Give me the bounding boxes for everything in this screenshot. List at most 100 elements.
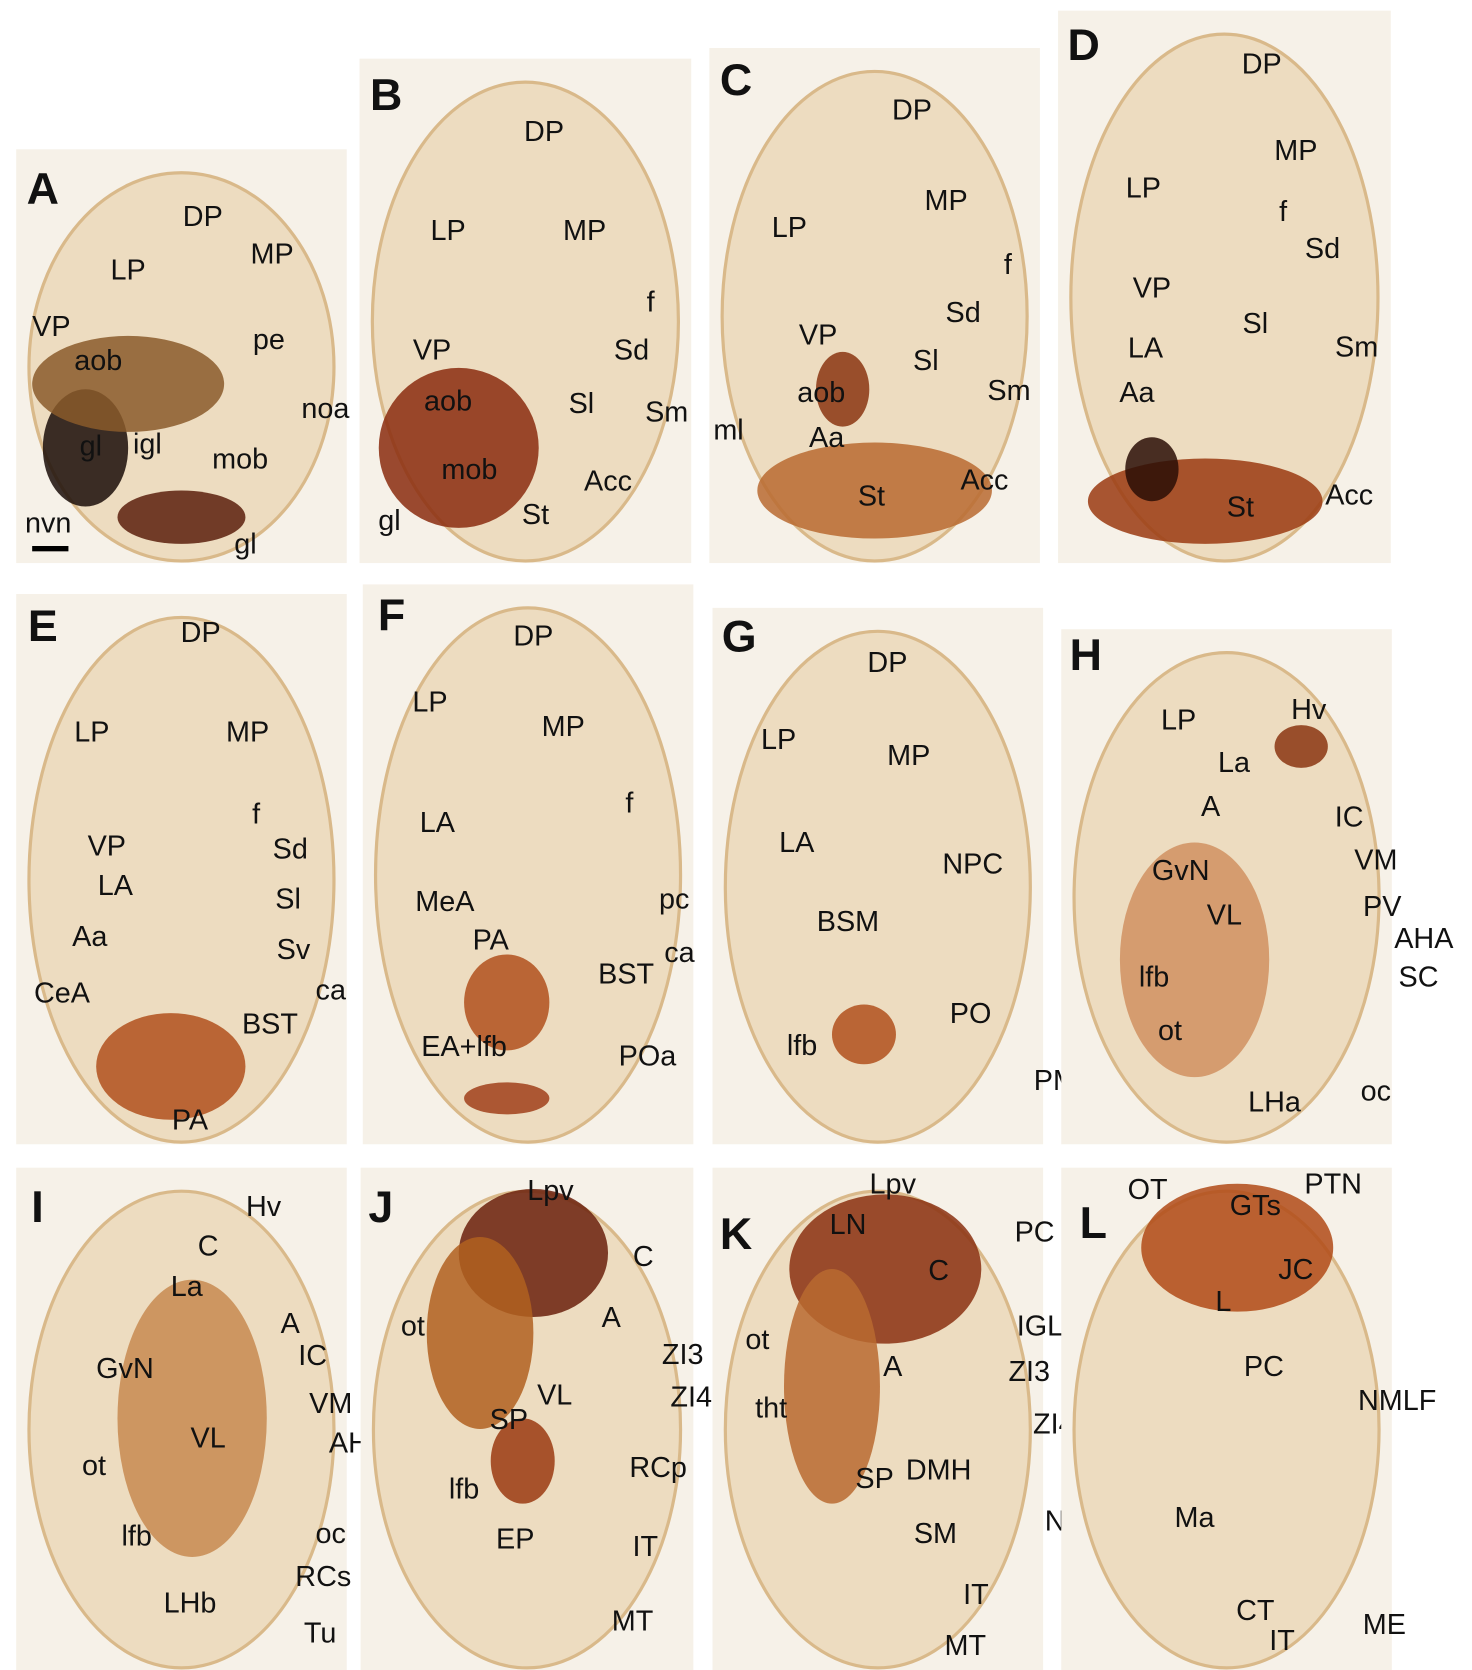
region-label: GvN [1152, 855, 1210, 887]
stain [1087, 458, 1323, 544]
region-label: oc [316, 1518, 346, 1550]
region-label: Lpv [527, 1175, 574, 1207]
stain [426, 1237, 534, 1429]
region-label: LP [1161, 705, 1196, 737]
region-label: VP [799, 320, 837, 352]
region-label: noa [301, 393, 349, 425]
region-label: Aa [1119, 377, 1154, 409]
region-label: LP [430, 215, 465, 247]
region-label: EP [496, 1524, 534, 1556]
region-label: mob [212, 443, 268, 475]
region-label: VL [537, 1380, 572, 1412]
region-label: Lpv [870, 1168, 917, 1200]
region-label: Sd [1305, 233, 1340, 265]
region-label: SP [490, 1404, 528, 1436]
stain [96, 1013, 246, 1120]
region-label: St [858, 481, 885, 513]
region-label: CT [1236, 1595, 1274, 1627]
region-label: MP [563, 215, 606, 247]
panel-letter: D [1067, 20, 1099, 70]
region-label: AHA [1394, 923, 1454, 955]
region-label: PC [1244, 1351, 1284, 1383]
region-label: DP [513, 620, 553, 652]
region-label: C [198, 1230, 219, 1262]
region-label: BST [598, 958, 654, 990]
region-label: La [171, 1271, 203, 1303]
region-label: LA [1128, 332, 1164, 364]
tissue-section [723, 629, 1032, 1144]
stain [815, 351, 870, 427]
region-label: DP [183, 201, 223, 233]
region-label: ca [664, 937, 694, 969]
region-label: f [625, 788, 634, 820]
region-label: Ma [1175, 1502, 1215, 1534]
region-label: DP [867, 647, 907, 679]
region-label: LP [74, 716, 109, 748]
region-label: VL [1207, 900, 1242, 932]
tissue-section [720, 69, 1029, 563]
region-label: ot [745, 1324, 769, 1356]
region-label: C [633, 1241, 654, 1273]
stain [1141, 1183, 1334, 1312]
region-label: MP [924, 185, 967, 217]
region-label: LP [111, 255, 146, 287]
region-label: A [1201, 791, 1221, 823]
region-label: lfb [121, 1520, 151, 1552]
region-label: Aa [72, 921, 107, 953]
region-label: NPC [942, 849, 1003, 881]
region-label: JC [1278, 1254, 1313, 1286]
panel-letter: J [368, 1182, 393, 1232]
region-label: gl [234, 529, 256, 561]
region-label: SC [1399, 962, 1439, 994]
region-label: IT [633, 1531, 659, 1563]
region-label: ZI3 [662, 1339, 704, 1371]
stain [757, 442, 992, 539]
region-label: gl [80, 431, 102, 463]
panel-letter: E [28, 601, 58, 651]
tissue-section [1069, 32, 1380, 563]
region-label: Acc [960, 465, 1008, 497]
panel-letter: B [370, 70, 402, 120]
region-label: MP [226, 716, 269, 748]
region-label: ot [82, 1450, 106, 1482]
region-label: DP [524, 116, 564, 148]
region-label: GvN [96, 1353, 154, 1385]
region-label: PTN [1304, 1168, 1362, 1200]
panel-letter: K [720, 1209, 752, 1259]
region-label: La [1218, 747, 1250, 779]
region-label: POa [619, 1040, 677, 1072]
region-label: Sm [1335, 331, 1378, 363]
region-label: LP [761, 724, 796, 756]
region-label: CeA [34, 978, 91, 1010]
tissue-section [373, 606, 683, 1144]
region-label: LP [412, 686, 447, 718]
region-label: tht [755, 1392, 787, 1424]
panel-letter: I [31, 1182, 43, 1232]
region-label: A [602, 1302, 622, 1334]
region-label: DP [1242, 49, 1282, 81]
region-label: Acc [1325, 480, 1373, 512]
panel-letter: C [720, 55, 752, 105]
panel-letter: L [1080, 1198, 1107, 1248]
region-label: EA+lfb [421, 1031, 507, 1063]
region-label: VL [191, 1422, 226, 1454]
stain [831, 1004, 896, 1065]
region-label: IT [1269, 1625, 1295, 1657]
stain [117, 1279, 267, 1557]
panel-letter: H [1070, 630, 1102, 680]
region-label: ot [401, 1310, 425, 1342]
region-label: Sl [913, 345, 939, 377]
region-label: MT [944, 1630, 986, 1662]
region-label: Sm [987, 375, 1030, 407]
region-label: SP [855, 1463, 893, 1495]
region-label: A [883, 1351, 903, 1383]
stain [1119, 842, 1270, 1078]
region-label: Sd [946, 297, 981, 329]
region-label: DP [181, 617, 221, 649]
region-label: Sd [614, 335, 649, 367]
region-label: igl [133, 428, 162, 460]
region-label: f [252, 798, 261, 830]
region-label: aob [797, 377, 845, 409]
stain [464, 954, 550, 1051]
region-label: Hv [246, 1191, 282, 1223]
